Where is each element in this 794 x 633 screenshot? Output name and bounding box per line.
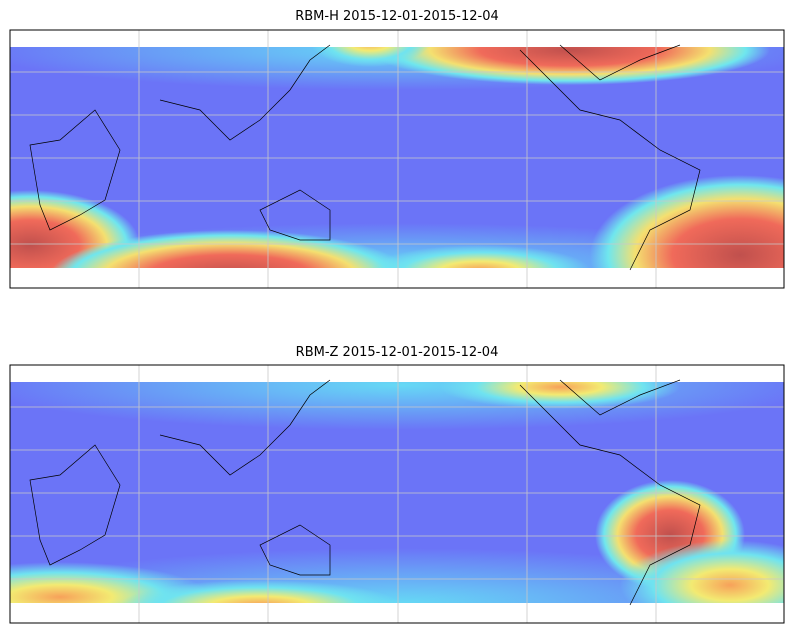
map-frame	[9, 364, 785, 624]
graticule	[10, 30, 784, 288]
panel: RBM-H 2015-12-01-2015-12-04	[9, 9, 785, 289]
panel: RBM-Z 2015-12-01-2015-12-04	[9, 345, 785, 624]
coastlines	[29, 44, 701, 271]
graticule	[10, 365, 784, 623]
panel-title: RBM-Z 2015-12-01-2015-12-04	[296, 345, 499, 360]
heat-field	[10, 382, 784, 603]
panel-title: RBM-H 2015-12-01-2015-12-04	[295, 9, 499, 24]
map-frame	[9, 29, 785, 289]
coastlines	[29, 379, 701, 606]
heat-field	[10, 47, 784, 268]
